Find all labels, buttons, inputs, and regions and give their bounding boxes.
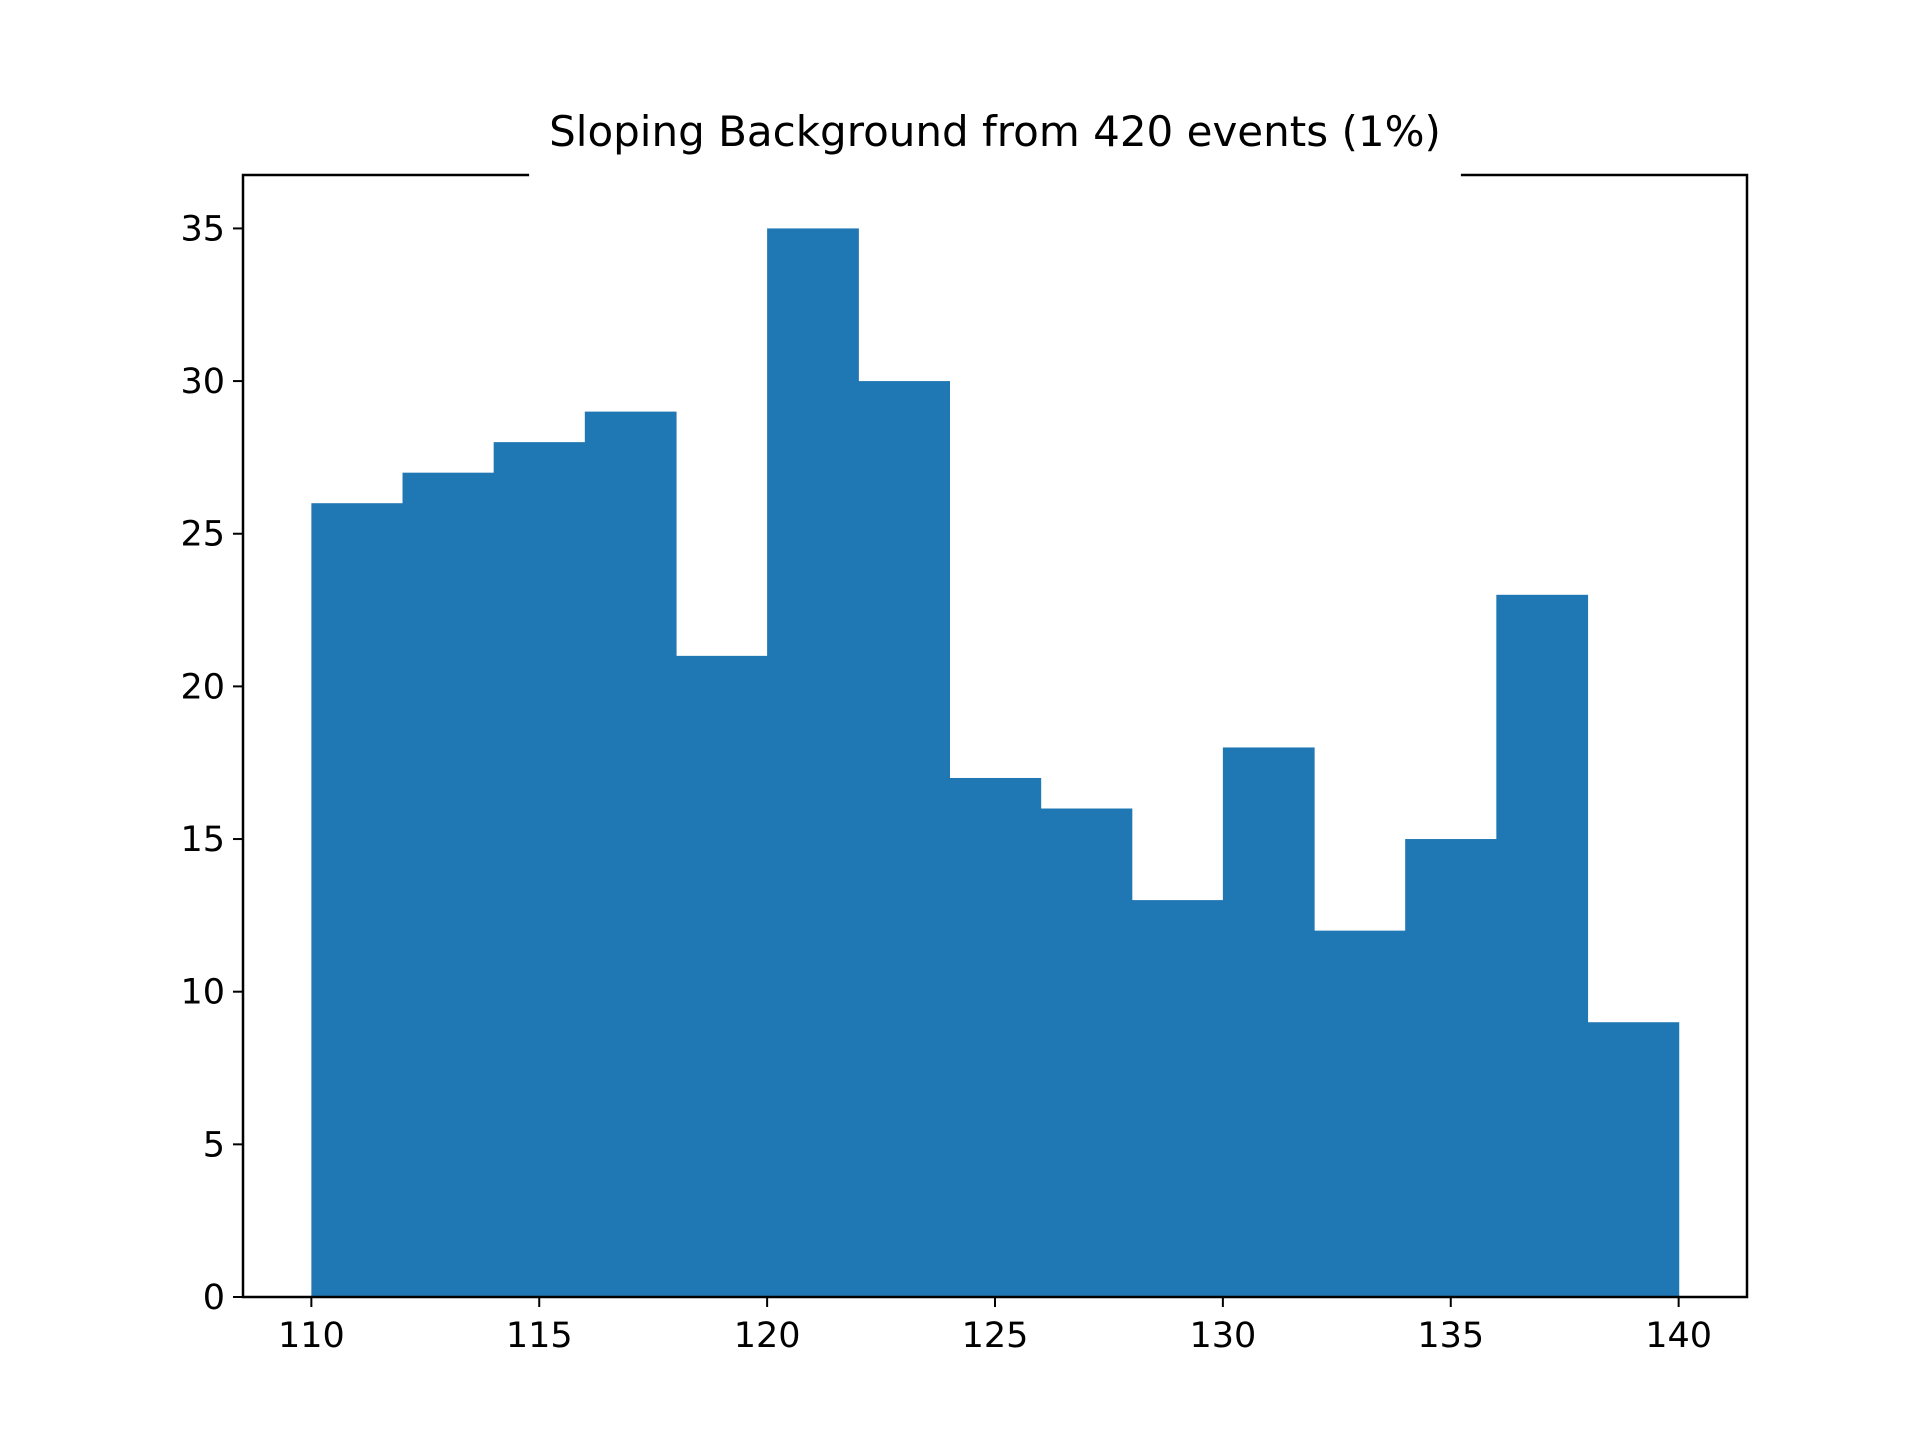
- histogram-bar: [1587, 1022, 1680, 1297]
- x-axis: 110 115 120 125 130 135 140: [278, 1297, 1712, 1356]
- y-tick-label: 35: [180, 209, 225, 249]
- histogram-bar: [311, 503, 404, 1297]
- histogram-bar: [767, 228, 859, 1297]
- histogram-bar: [1040, 808, 1133, 1297]
- histogram-bar: [1131, 900, 1224, 1297]
- x-tick-label: 110: [278, 1316, 345, 1356]
- x-tick-label: 115: [506, 1316, 573, 1356]
- y-tick-label: 10: [180, 973, 225, 1013]
- x-tick-label: 120: [734, 1316, 801, 1356]
- y-tick-label: 30: [180, 362, 225, 402]
- x-tick-label: 135: [1417, 1316, 1484, 1356]
- x-tick-label: 130: [1189, 1316, 1256, 1356]
- histogram-bar: [858, 381, 951, 1297]
- title-background: [529, 169, 1461, 181]
- bars-layer: [311, 228, 1680, 1298]
- y-tick-label: 20: [180, 667, 225, 707]
- y-tick-label: 15: [180, 820, 225, 860]
- histogram-bar: [1222, 747, 1315, 1297]
- histogram-bar: [1496, 594, 1589, 1297]
- y-axis: 0 5 10 15 20 25 30 35: [180, 209, 243, 1318]
- y-tick-label: 5: [203, 1125, 225, 1165]
- histogram-bar: [1405, 839, 1497, 1297]
- histogram-bar: [949, 777, 1042, 1297]
- histogram-bar: [493, 442, 586, 1298]
- y-tick-label: 25: [180, 515, 225, 555]
- histogram-bar: [1314, 930, 1406, 1297]
- x-tick-label: 125: [962, 1316, 1029, 1356]
- histogram-bar: [584, 411, 677, 1297]
- histogram-bar: [402, 472, 495, 1297]
- chart-title: Sloping Background from 420 events (1%): [549, 107, 1441, 156]
- histogram-bar: [675, 655, 768, 1297]
- y-tick-label: 0: [203, 1278, 225, 1318]
- x-tick-label: 140: [1645, 1316, 1712, 1356]
